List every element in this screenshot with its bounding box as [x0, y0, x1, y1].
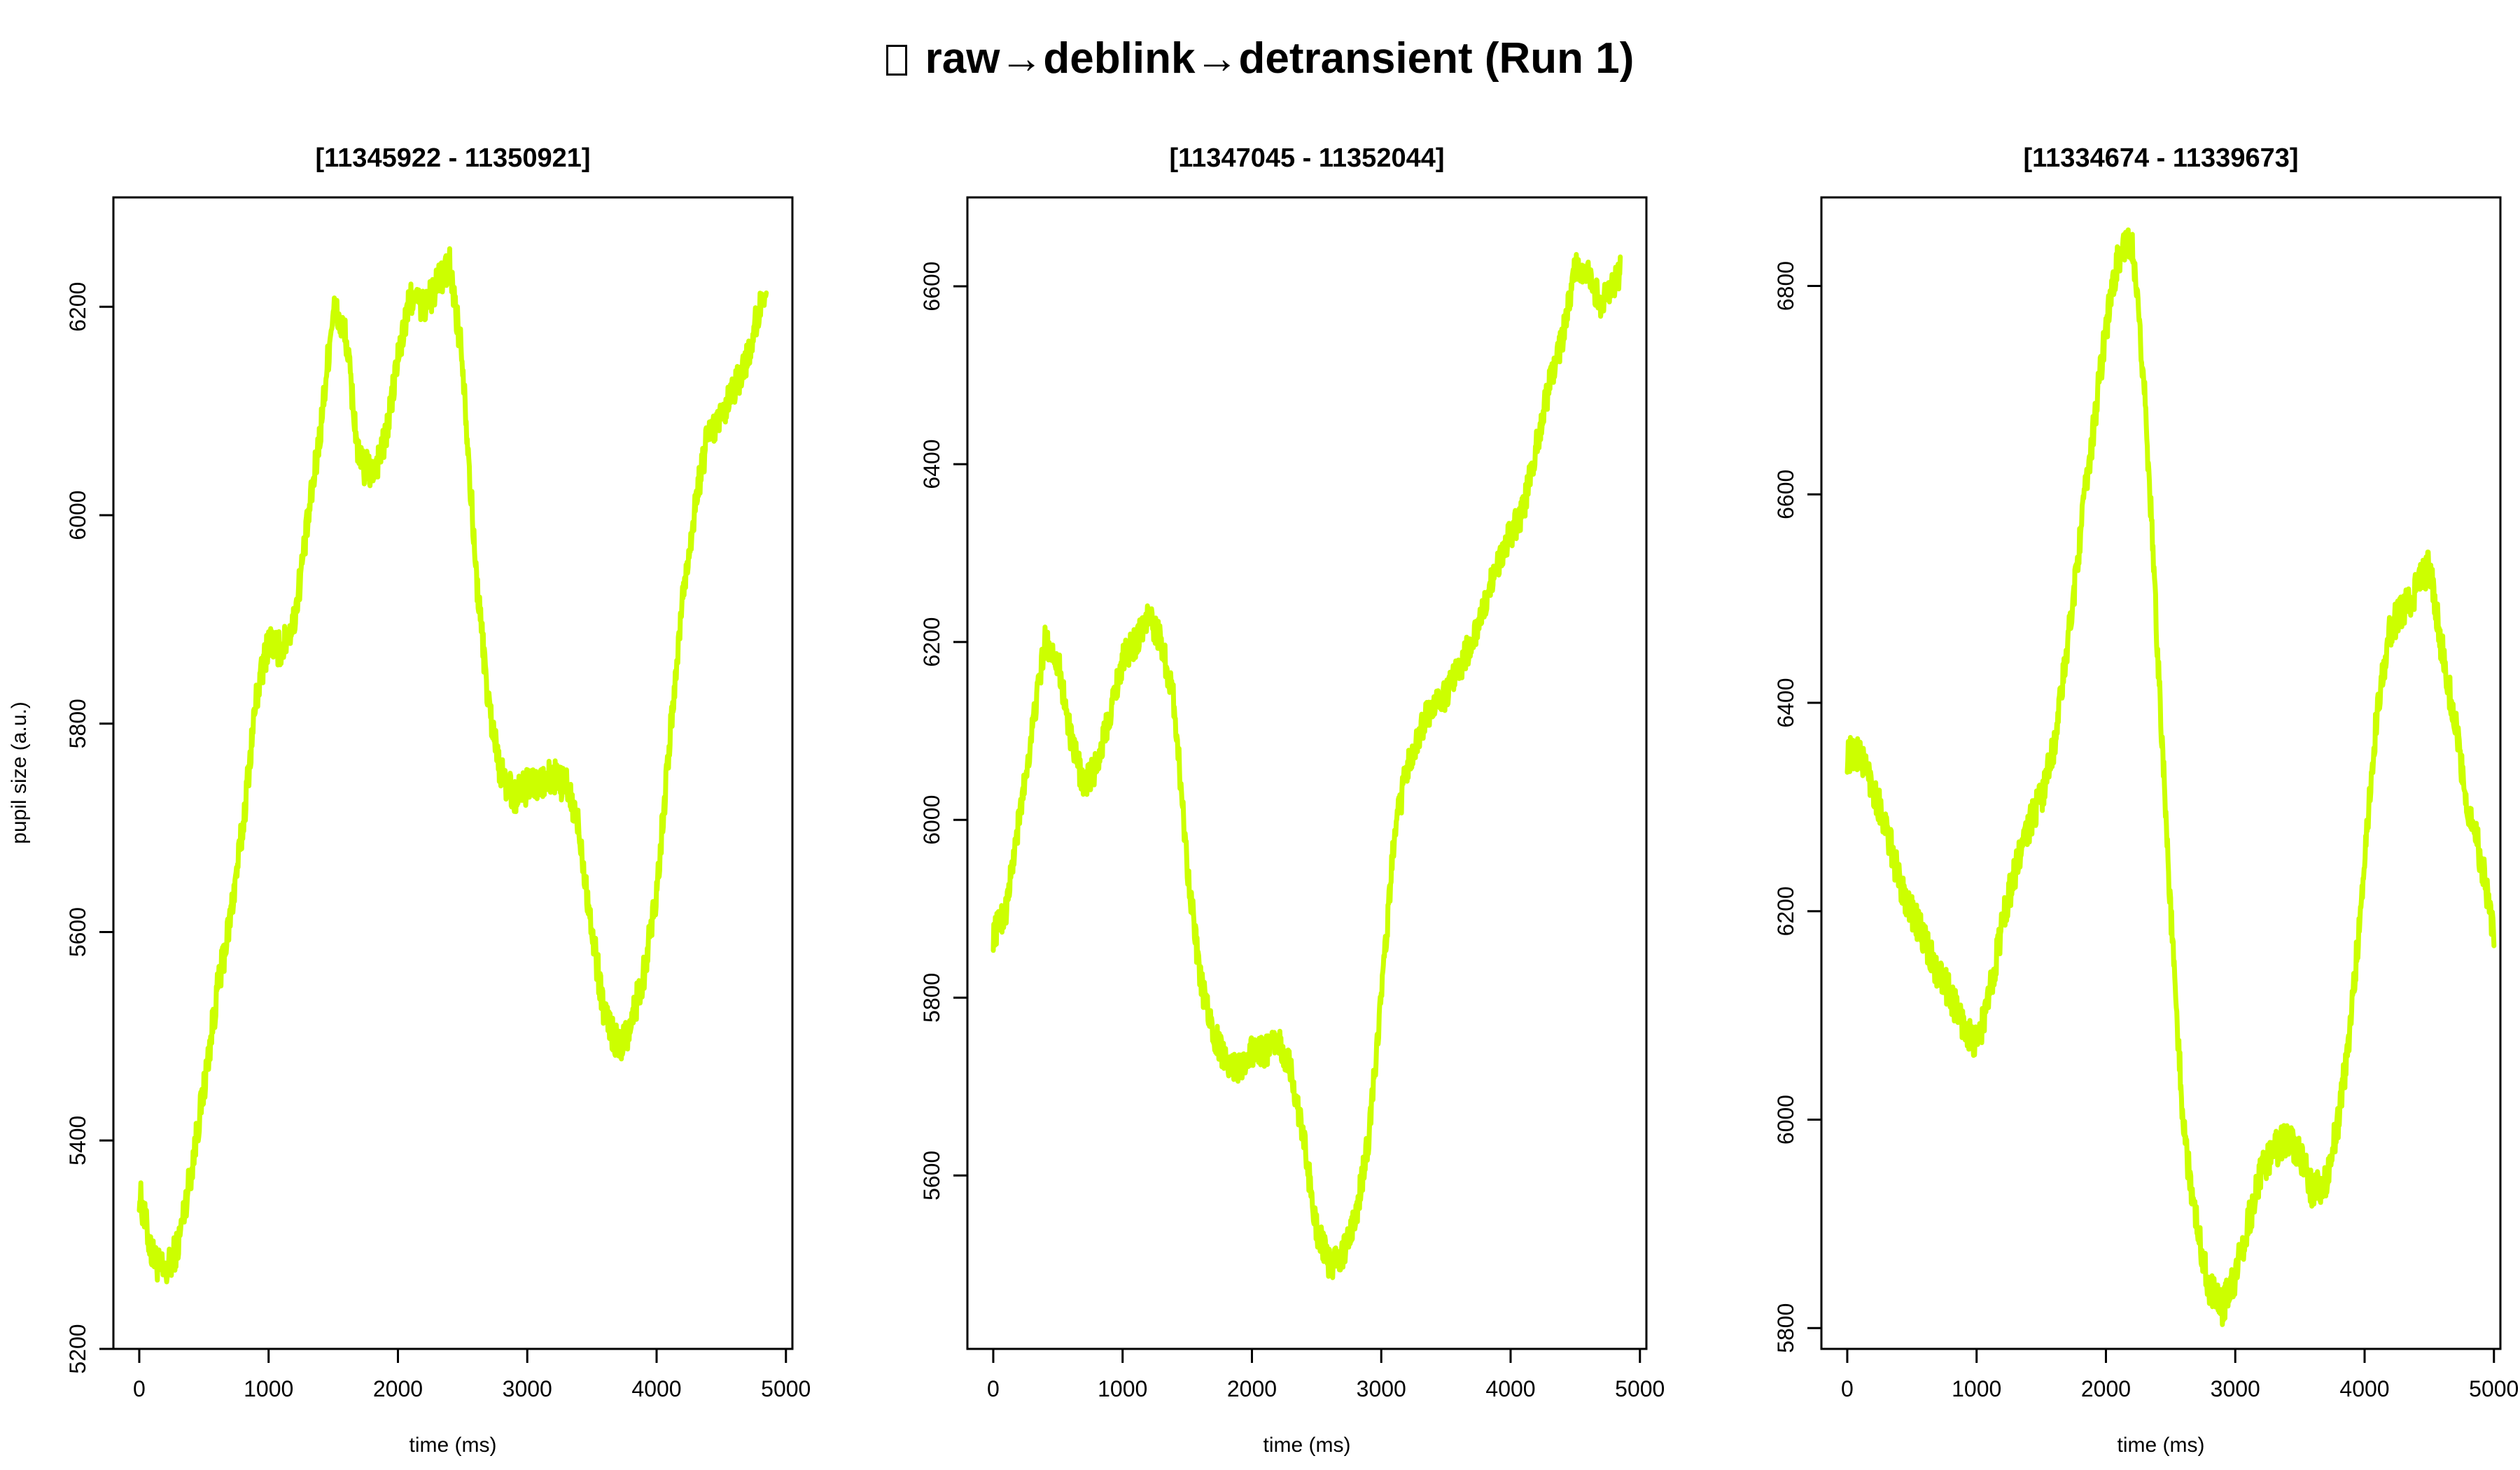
figure-title-text: raw→deblink→detransient (Run 1) [925, 34, 1634, 83]
trace-group-2 [990, 252, 1623, 1280]
x-tick-label-2-0: 0 [987, 1376, 1000, 1401]
missing-glyph-icon [886, 45, 907, 76]
x-tick-label-2-3: 3000 [1357, 1376, 1406, 1401]
pupil-trace-1-0 [136, 246, 769, 1284]
x-tick-label-3-3: 3000 [2211, 1376, 2260, 1401]
pupil-trace-3-0 [1844, 227, 2497, 1327]
y-tick-label-1-2: 5600 [65, 907, 90, 957]
y-tick-label-3-4: 6600 [1773, 470, 1798, 519]
x-tick-label-2-5: 5000 [1615, 1376, 1665, 1401]
x-tick-label-3-0: 0 [1841, 1376, 1854, 1401]
trace-group-1 [136, 246, 769, 1284]
y-axis-label-1: pupil size (a.u.) [8, 701, 31, 844]
y-tick-label-3-3: 6400 [1773, 678, 1798, 727]
y-tick-label-2-2: 6000 [919, 795, 944, 845]
x-tick-label-1-4: 4000 [631, 1376, 681, 1401]
x-tick-label-1-5: 5000 [761, 1376, 811, 1401]
x-axis-label-2: time (ms) [1264, 1434, 1351, 1457]
panel-title-2: [11347045 - 11352044] [1169, 144, 1444, 173]
axis-group-2: 0 1000 2000 3000 4000 5000 5600 5800 6000 6200 640… [919, 261, 1665, 1401]
plot-frame-2 [966, 196, 1648, 1350]
panel-2: [11347045 - 11352044] 0 1000 2000 3000 4000 5… [919, 144, 1665, 1457]
panel-3: [11334674 - 11339673] 0 1000 2000 3000 4000 5… [1773, 144, 2519, 1457]
panel-title-1: [11345922 - 11350921] [315, 144, 590, 173]
x-axis-label-1: time (ms) [410, 1434, 497, 1457]
axis-group-3: 0 1000 2000 3000 4000 5000 5800 6000 6200 6400 660… [1773, 261, 2519, 1401]
x-tick-label-3-4: 4000 [2339, 1376, 2389, 1401]
y-tick-label-2-4: 6400 [919, 439, 944, 489]
x-tick-label-1-2: 2000 [373, 1376, 423, 1401]
y-tick-label-1-5: 6200 [65, 282, 90, 332]
y-tick-label-1-3: 5800 [65, 699, 90, 748]
y-tick-label-2-0: 5600 [919, 1151, 944, 1200]
pupil-trace-2-0 [990, 252, 1623, 1280]
panel-1: [11345922 - 11350921] 0 1000 2000 3000 4000 5… [8, 144, 811, 1457]
x-tick-label-1-1: 1000 [244, 1376, 293, 1401]
y-tick-label-3-0: 5800 [1773, 1303, 1798, 1353]
x-tick-label-3-5: 5000 [2469, 1376, 2519, 1401]
x-tick-label-2-2: 2000 [1227, 1376, 1277, 1401]
y-tick-label-3-1: 6000 [1773, 1095, 1798, 1144]
trace-group-3 [1844, 227, 2497, 1327]
y-tick-label-1-0: 5200 [65, 1324, 90, 1373]
x-tick-label-1-0: 0 [133, 1376, 146, 1401]
y-tick-label-1-1: 5400 [65, 1116, 90, 1166]
y-tick-label-1-4: 6000 [65, 490, 90, 540]
y-tick-label-2-1: 5800 [919, 973, 944, 1023]
y-tick-label-2-5: 6600 [919, 261, 944, 311]
x-tick-label-3-1: 1000 [1952, 1376, 2001, 1401]
y-tick-label-2-3: 6200 [919, 617, 944, 667]
plot-frame-3 [1820, 196, 2502, 1350]
x-tick-label-2-4: 4000 [1485, 1376, 1535, 1401]
x-tick-label-1-3: 3000 [503, 1376, 552, 1401]
figure-title: raw→deblink→detransient (Run 1) [0, 34, 2520, 83]
plot-frame-1 [112, 196, 794, 1350]
x-tick-label-2-1: 1000 [1098, 1376, 1147, 1401]
axis-group-1: 0 1000 2000 3000 4000 5000 5200 5400 5600 5800 600… [65, 282, 811, 1401]
x-tick-label-3-2: 2000 [2081, 1376, 2131, 1401]
panel-title-3: [11334674 - 11339673] [2023, 144, 2298, 173]
x-axis-label-3: time (ms) [2118, 1434, 2205, 1457]
y-tick-label-3-2: 6200 [1773, 886, 1798, 936]
y-tick-label-3-5: 6800 [1773, 261, 1798, 311]
